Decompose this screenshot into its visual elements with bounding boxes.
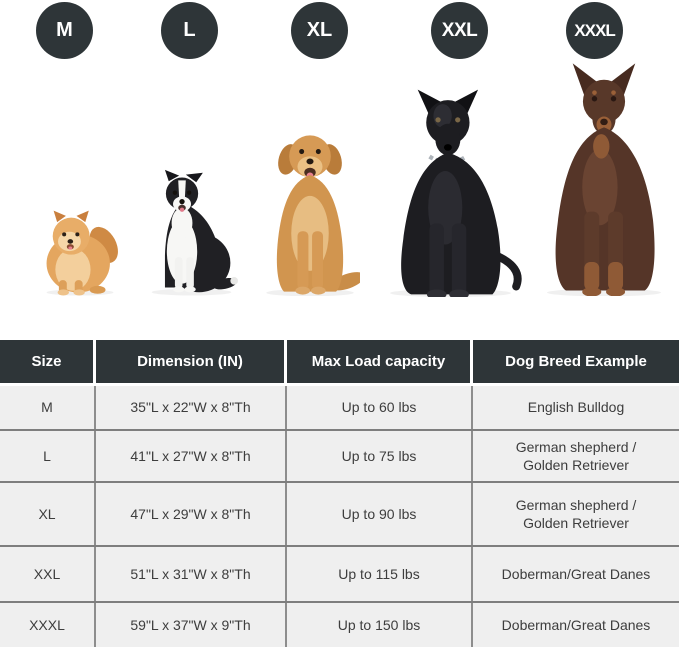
doberman-photo <box>546 63 662 296</box>
table-body: M 35"L x 22"W x 8"Th Up to 60 lbs Englis… <box>0 386 679 647</box>
cell-size: L <box>0 431 96 481</box>
header-cell-dimension: Dimension (IN) <box>96 340 287 383</box>
table-header-row: Size Dimension (IN) Max Load capacity Do… <box>0 340 679 383</box>
cell-max-load: Up to 150 lbs <box>287 603 473 647</box>
cell-size: XXXL <box>0 603 96 647</box>
table-row-l: L 41"L x 27"W x 8"Th Up to 75 lbs German… <box>0 429 679 481</box>
table-row-xxl: XXL 51"L x 31"W x 8"Th Up to 115 lbs Dob… <box>0 545 679 601</box>
great-dane-photo <box>390 89 522 297</box>
cell-max-load: Up to 90 lbs <box>287 483 473 545</box>
cell-size: XXL <box>0 547 96 601</box>
cell-size: XL <box>0 483 96 545</box>
size-badge-xxxl: XXXL <box>566 2 623 59</box>
border-collie-photo <box>151 169 238 296</box>
cell-max-load: Up to 75 lbs <box>287 431 473 481</box>
cell-breed: English Bulldog <box>527 399 625 416</box>
header-cell-breed: Dog Breed Example <box>473 340 679 383</box>
pomeranian-photo <box>46 210 118 296</box>
cell-dimension: 35"L x 22"W x 8"Th <box>96 386 287 429</box>
cell-size: M <box>0 386 96 429</box>
size-badge-xxl: XXL <box>431 2 488 59</box>
cell-dimension: 47"L x 29"W x 8"Th <box>96 483 287 545</box>
table-row-m: M 35"L x 22"W x 8"Th Up to 60 lbs Englis… <box>0 386 679 429</box>
table-row-xl: XL 47"L x 29"W x 8"Th Up to 90 lbs Germa… <box>0 481 679 545</box>
size-spec-table: Size Dimension (IN) Max Load capacity Do… <box>0 340 679 647</box>
cell-breed: German shepherd / Golden Retriever <box>515 438 637 473</box>
header-cell-size: Size <box>0 340 96 383</box>
cell-dimension: 51"L x 31"W x 8"Th <box>96 547 287 601</box>
golden-retriever-photo <box>266 135 360 296</box>
cell-breed: German shepherd / Golden Retriever <box>515 496 637 531</box>
cell-dimension: 41"L x 27"W x 8"Th <box>96 431 287 481</box>
cell-max-load: Up to 60 lbs <box>287 386 473 429</box>
size-badge-m: M <box>36 2 93 59</box>
cell-breed: Doberman/Great Danes <box>501 616 651 633</box>
size-badge-l: L <box>161 2 218 59</box>
cell-dimension: 59"L x 37"W x 9"Th <box>96 603 287 647</box>
size-badge-xl: XL <box>291 2 348 59</box>
header-cell-max-load: Max Load capacity <box>287 340 473 383</box>
table-row-xxxl: XXXL 59"L x 37"W x 9"Th Up to 150 lbs Do… <box>0 601 679 647</box>
cell-breed: Doberman/Great Danes <box>501 565 651 582</box>
cell-max-load: Up to 115 lbs <box>287 547 473 601</box>
